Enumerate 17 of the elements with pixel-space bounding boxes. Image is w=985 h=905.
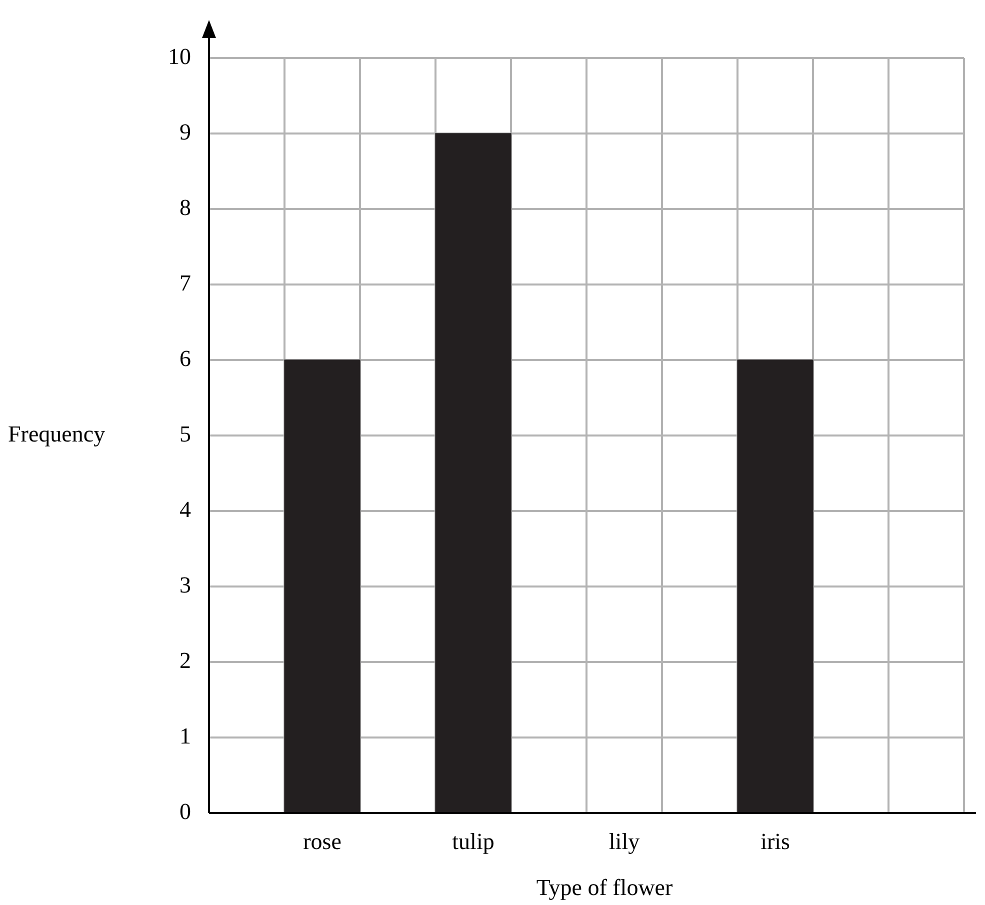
y-tick-label: 6 — [180, 346, 191, 372]
x-axis-title: Type of flower — [536, 875, 674, 900]
y-tick-label: 10 — [168, 44, 191, 70]
y-tick-label: 8 — [180, 195, 191, 220]
y-tick-label: 5 — [180, 422, 191, 447]
y-tick-label: 0 — [180, 799, 191, 824]
x-tick-label: tulip — [452, 828, 494, 854]
y-tick-label: 1 — [180, 724, 191, 749]
x-tick-label: iris — [760, 828, 790, 854]
x-tick-label: rose — [303, 828, 342, 854]
y-tick-label: 7 — [180, 270, 191, 296]
x-tick-label: lily — [608, 828, 640, 854]
y-tick-label: 4 — [180, 497, 192, 522]
y-tick-label: 9 — [180, 120, 191, 145]
y-tick-label: 3 — [180, 572, 191, 598]
y-tick-label: 2 — [180, 648, 191, 674]
y-axis-title: Frequency — [8, 422, 106, 447]
